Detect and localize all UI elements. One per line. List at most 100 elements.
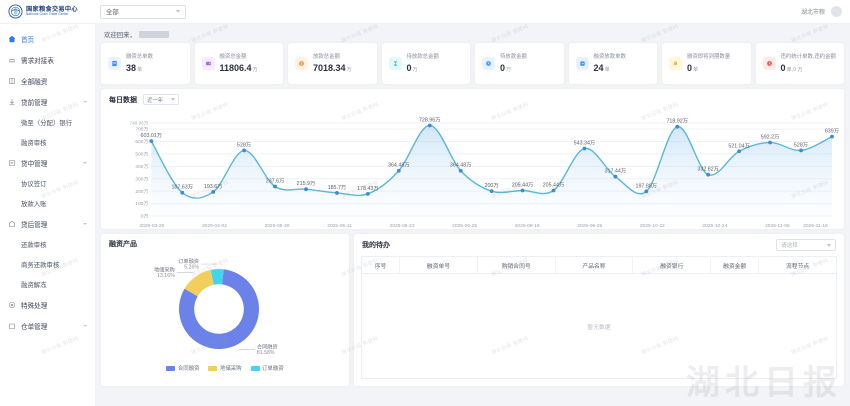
sidebar-item-in-loan[interactable]: 贷中管理 xyxy=(0,152,95,173)
svg-text:205.44万: 205.44万 xyxy=(543,182,565,189)
stat-label: 放款总金额 xyxy=(313,54,340,61)
svg-text:100万: 100万 xyxy=(135,201,148,207)
svg-text:718.92万: 718.92万 xyxy=(666,118,688,125)
username-masked xyxy=(138,31,169,38)
svg-text:748.96万: 748.96万 xyxy=(130,121,149,127)
chart-range-select[interactable]: 近一年 xyxy=(143,94,179,105)
svg-text:500万: 500万 xyxy=(135,152,148,158)
svg-text:600万: 600万 xyxy=(135,139,148,145)
donut-callout-pct: 81.58% xyxy=(257,350,275,356)
chart-panel-header: 每日数据 近一年 xyxy=(101,89,844,107)
sidebar-sublabel: 协议签订 xyxy=(21,180,47,188)
sidebar-subitem-financing-unfreeze[interactable]: 融资解冻 xyxy=(0,274,95,294)
svg-text:700万: 700万 xyxy=(135,127,148,133)
stat-label: 融资即将到期数量 xyxy=(687,54,731,61)
th-financing-no: 融资单号 xyxy=(400,257,478,273)
todo-table-header: 序号 融资单号 购销合同号 产品名称 融资银行 融资金额 流程节点 xyxy=(362,257,836,274)
stat-value: 38 xyxy=(126,62,137,73)
todo-filter-select[interactable]: 请选择 xyxy=(776,239,836,251)
grain-seal-logo-icon xyxy=(8,4,23,19)
svg-text:178.43万: 178.43万 xyxy=(357,185,379,192)
sidebar-subitem-repayment-review[interactable]: 还款审核 xyxy=(0,234,95,254)
svg-text:2025-06-11: 2025-06-11 xyxy=(327,223,352,229)
svg-text:2025-05-30: 2025-05-30 xyxy=(265,223,290,229)
svg-text:543.34万: 543.34万 xyxy=(574,140,596,147)
svg-text:187.63万: 187.63万 xyxy=(171,184,193,191)
stat-card-total-orders[interactable]: 融资总单数 38单 xyxy=(101,43,190,84)
sidebar-sublabel: 微至（分配）银行 xyxy=(21,119,73,127)
todo-empty-state: 暂无数据 xyxy=(587,324,611,331)
hourglass-icon xyxy=(388,57,402,70)
legend-item-order[interactable]: 订单融资 xyxy=(250,364,284,372)
svg-text:528万: 528万 xyxy=(237,141,251,148)
donut-callout-pct: 13.16% xyxy=(157,273,175,279)
sidebar-item-all-financing[interactable]: 全部融资 xyxy=(0,70,95,91)
sidebar-sublabel: 融资解冻 xyxy=(21,281,47,289)
welcome-text: 欢迎回来， xyxy=(104,32,136,39)
sidebar-item-demand-docking[interactable]: 需求对接表 xyxy=(0,49,95,70)
stat-value: 0 xyxy=(687,62,693,73)
org-select[interactable]: 全部 xyxy=(100,4,186,19)
main-content: 欢迎回来， 融资总单数 38单 xyxy=(96,24,850,406)
clock-icon xyxy=(482,57,495,70)
sidebar-item-post-loan[interactable]: 贷后管理 xyxy=(0,213,95,234)
user-avatar-icon[interactable] xyxy=(831,6,842,17)
sidebar-label: 仓单管理 xyxy=(21,323,48,331)
stat-card-pending-amount[interactable]: 待放款金额 0万 xyxy=(475,43,564,84)
brand-title-cn: 国家粮食交易中心 xyxy=(26,5,78,13)
bell-icon xyxy=(669,57,682,70)
sidebar-label: 贷后管理 xyxy=(21,221,48,229)
sidebar-item-warehouse-receipt[interactable]: 仓单管理 xyxy=(0,315,95,336)
wallet-icon xyxy=(201,57,215,70)
todo-title: 我的待办 xyxy=(362,242,390,249)
donut-callout-pct: 5.26% xyxy=(184,265,199,271)
stat-card-pending-total[interactable]: 待放款总金额 0万 xyxy=(381,43,470,84)
sidebar-subitem-agreement-signing[interactable]: 协议签订 xyxy=(0,173,95,193)
svg-text:2025-04-02: 2025-04-02 xyxy=(202,223,227,229)
th-process-node: 流程节点 xyxy=(785,263,810,270)
donut-callout-name: 合同融资 xyxy=(257,342,278,350)
stat-label: 融资总单数 xyxy=(126,54,153,61)
warning-clock-icon xyxy=(762,57,776,70)
todo-panel-header: 我的待办 请选择 xyxy=(354,234,844,253)
special-handle-icon xyxy=(8,301,16,309)
sidebar-label: 特殊处理 xyxy=(21,302,48,310)
chevron-down-icon xyxy=(83,161,87,164)
stat-card-total-amount[interactable]: 融资总金额 11806.4万 xyxy=(194,43,283,84)
svg-text:215.9万: 215.9万 xyxy=(297,180,316,187)
brand: 国家粮食交易中心 National Grain Trade Center xyxy=(8,4,92,19)
sidebar-sublabel: 商务还款审核 xyxy=(21,261,60,269)
stat-card-disbursed-amount[interactable]: 放款总金额 7018.34万 xyxy=(288,43,377,84)
stat-card-due-soon[interactable]: 融资即将到期数量 0单 xyxy=(662,43,751,84)
stat-card-default-stats[interactable]: 违约统计单数,违约金额 0单,0 万 xyxy=(755,43,844,84)
brand-title-en: National Grain Trade Center xyxy=(26,12,69,17)
stat-label: 待放款金额 xyxy=(500,54,527,61)
post-loan-icon xyxy=(8,220,16,228)
legend-swatch xyxy=(250,365,260,371)
svg-text:205.44万: 205.44万 xyxy=(512,182,534,189)
sidebar-item-special-handling[interactable]: 特殊处理 xyxy=(0,294,95,315)
donut-slice[interactable] xyxy=(179,269,259,349)
stat-value: 0 xyxy=(500,62,506,73)
sidebar-subitem-financing-review[interactable]: 融资审核 xyxy=(0,132,95,152)
svg-text:332.82万: 332.82万 xyxy=(697,166,719,173)
stat-unit: 万 xyxy=(252,66,258,73)
sidebar-subitem-disbursement[interactable]: 放款入账 xyxy=(0,193,95,213)
todo-filter-placeholder: 请选择 xyxy=(781,243,798,249)
legend-item-contract[interactable]: 合同融资 xyxy=(166,364,199,372)
stat-card-disbursed-orders[interactable]: 融资放款单数 24单 xyxy=(568,43,657,84)
sidebar-subitem-assign-bank[interactable]: 微至（分配）银行 xyxy=(0,112,95,132)
send-icon xyxy=(575,57,589,70)
donut-slice[interactable] xyxy=(210,269,224,285)
svg-text:2025-09-25: 2025-09-25 xyxy=(577,223,602,229)
stat-value: 0 xyxy=(406,62,412,73)
sidebar-item-home[interactable]: 首页 xyxy=(0,28,95,49)
coin-icon xyxy=(295,57,308,70)
sidebar-subitem-business-repayment-review[interactable]: 商务还款审核 xyxy=(0,254,95,274)
legend-item-reserve[interactable]: 地储采购 xyxy=(208,364,242,372)
donut-slice[interactable] xyxy=(184,269,214,297)
sidebar-item-pre-loan[interactable]: 贷前管理 xyxy=(0,91,95,112)
donut-legend: 合同融资 地储采购 订单融资 xyxy=(101,364,349,372)
